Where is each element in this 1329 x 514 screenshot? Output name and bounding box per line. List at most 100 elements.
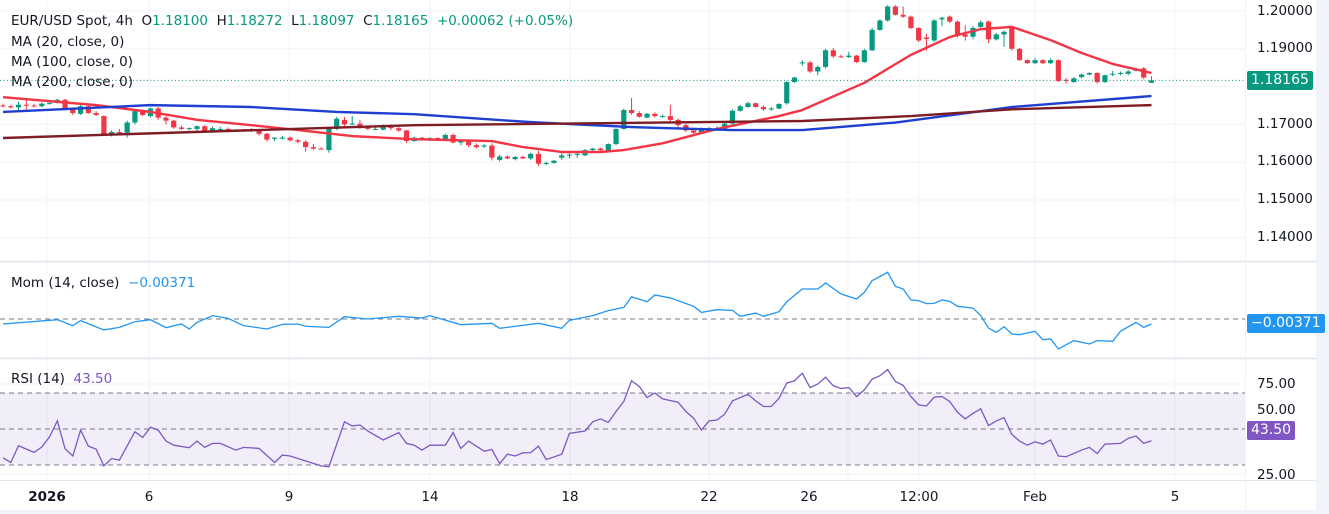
- candle-down: [101, 116, 107, 135]
- candle-down: [171, 120, 177, 128]
- candle-down: [396, 128, 402, 131]
- price-tick: 1.19000: [1257, 40, 1313, 56]
- candle-up: [1148, 80, 1155, 83]
- time-tick: 12:00: [899, 489, 939, 505]
- candle-up: [481, 145, 487, 147]
- candle-up: [442, 134, 448, 140]
- ma200-line: [2, 103, 1152, 140]
- candle-up: [124, 122, 130, 133]
- candle-up: [590, 148, 596, 151]
- candle-up: [861, 50, 867, 63]
- candle-down: [489, 145, 495, 158]
- candle-down: [923, 37, 930, 39]
- current-price-tag: 1.18165: [1247, 71, 1313, 90]
- price-tick: 1.20000: [1257, 3, 1313, 19]
- candle-down: [908, 16, 914, 29]
- momentum-value: −0.00371: [128, 275, 196, 291]
- candle-down: [163, 117, 169, 121]
- candle-down: [303, 141, 309, 148]
- candle-up: [559, 155, 565, 158]
- candle-down: [1009, 28, 1015, 49]
- candle-up: [644, 113, 650, 118]
- high-value: 1.18272: [226, 13, 283, 29]
- candle-up: [1001, 31, 1007, 35]
- high-label: H: [216, 13, 227, 29]
- symbol-legend[interactable]: EUR/USD Spot, 4h O1.18100 H1.18272 L1.18…: [11, 13, 573, 29]
- candle-down: [1094, 72, 1100, 83]
- candle-down: [225, 128, 231, 131]
- candle-up: [1110, 73, 1116, 75]
- low-value: 1.18097: [298, 13, 355, 29]
- candle-up: [978, 22, 984, 27]
- candle-down: [900, 14, 906, 17]
- candle-down: [753, 103, 759, 108]
- candle-down: [652, 113, 658, 117]
- candle-up: [605, 144, 611, 151]
- candle-down: [1141, 68, 1147, 78]
- candle-down: [954, 21, 961, 36]
- candle-up: [497, 156, 503, 160]
- symbol-title: EUR/USD Spot, 4h: [11, 13, 133, 29]
- candle-up: [729, 110, 736, 124]
- candle-up: [768, 108, 774, 110]
- candle-down: [287, 137, 293, 141]
- candle-down: [520, 156, 526, 159]
- time-tick: Feb: [1023, 489, 1047, 505]
- candle-up: [551, 160, 557, 163]
- ma20-legend[interactable]: MA (20, close, 0): [11, 34, 125, 50]
- rsi-label: RSI (14): [11, 371, 65, 387]
- candle-up: [372, 128, 379, 130]
- candle-up: [334, 118, 340, 129]
- time-tick: 9: [284, 489, 294, 505]
- candle-down: [62, 99, 68, 109]
- candle-down: [691, 130, 697, 133]
- candle-up: [1117, 72, 1124, 74]
- candle-up: [217, 128, 223, 130]
- momentum-legend[interactable]: Mom (14, close) −0.00371: [11, 275, 195, 291]
- candle-up: [791, 77, 798, 83]
- close-label: C: [363, 13, 373, 29]
- candle-down: [807, 62, 813, 72]
- time-tick: 22: [700, 489, 718, 505]
- time-tick: 5: [1170, 489, 1180, 505]
- candle-down: [434, 138, 441, 140]
- candle-up: [869, 29, 875, 51]
- candle-up: [660, 116, 666, 118]
- rsi-line: [2, 368, 1152, 468]
- candle-down: [31, 105, 37, 107]
- candle-up: [799, 62, 805, 64]
- price-tick: 1.16000: [1257, 153, 1313, 169]
- candle-down: [916, 28, 922, 41]
- rsi-legend[interactable]: RSI (14) 43.50: [11, 371, 112, 387]
- ma100-legend[interactable]: MA (100, close, 0): [11, 54, 134, 70]
- candle-down: [403, 130, 410, 142]
- rsi-tick: 25.00: [1257, 467, 1296, 483]
- candle-up: [1086, 72, 1092, 75]
- candle-up: [512, 156, 518, 160]
- candle-down: [116, 131, 122, 133]
- momentum-label: Mom (14, close): [11, 275, 120, 291]
- candle-up: [326, 128, 332, 151]
- candle-up: [543, 162, 549, 164]
- rsi-value: 43.50: [73, 371, 113, 387]
- candle-down: [760, 107, 767, 110]
- candle-up: [209, 128, 216, 132]
- price-tick: 1.17000: [1257, 116, 1313, 132]
- time-tick: 14: [421, 489, 439, 505]
- candle-down: [70, 108, 76, 114]
- candle-down: [628, 110, 635, 114]
- candle-down: [178, 127, 185, 129]
- candle-down: [202, 126, 208, 132]
- candle-down: [0, 105, 6, 107]
- candle-down: [256, 130, 262, 134]
- candle-down: [947, 16, 953, 22]
- candle-up: [931, 20, 937, 41]
- candle-up: [613, 128, 619, 145]
- candle-down: [450, 134, 456, 143]
- candle-down: [535, 153, 542, 164]
- candle-down: [1016, 48, 1023, 61]
- ma200-legend[interactable]: MA (200, close, 0): [11, 74, 134, 90]
- candle-up: [186, 128, 192, 130]
